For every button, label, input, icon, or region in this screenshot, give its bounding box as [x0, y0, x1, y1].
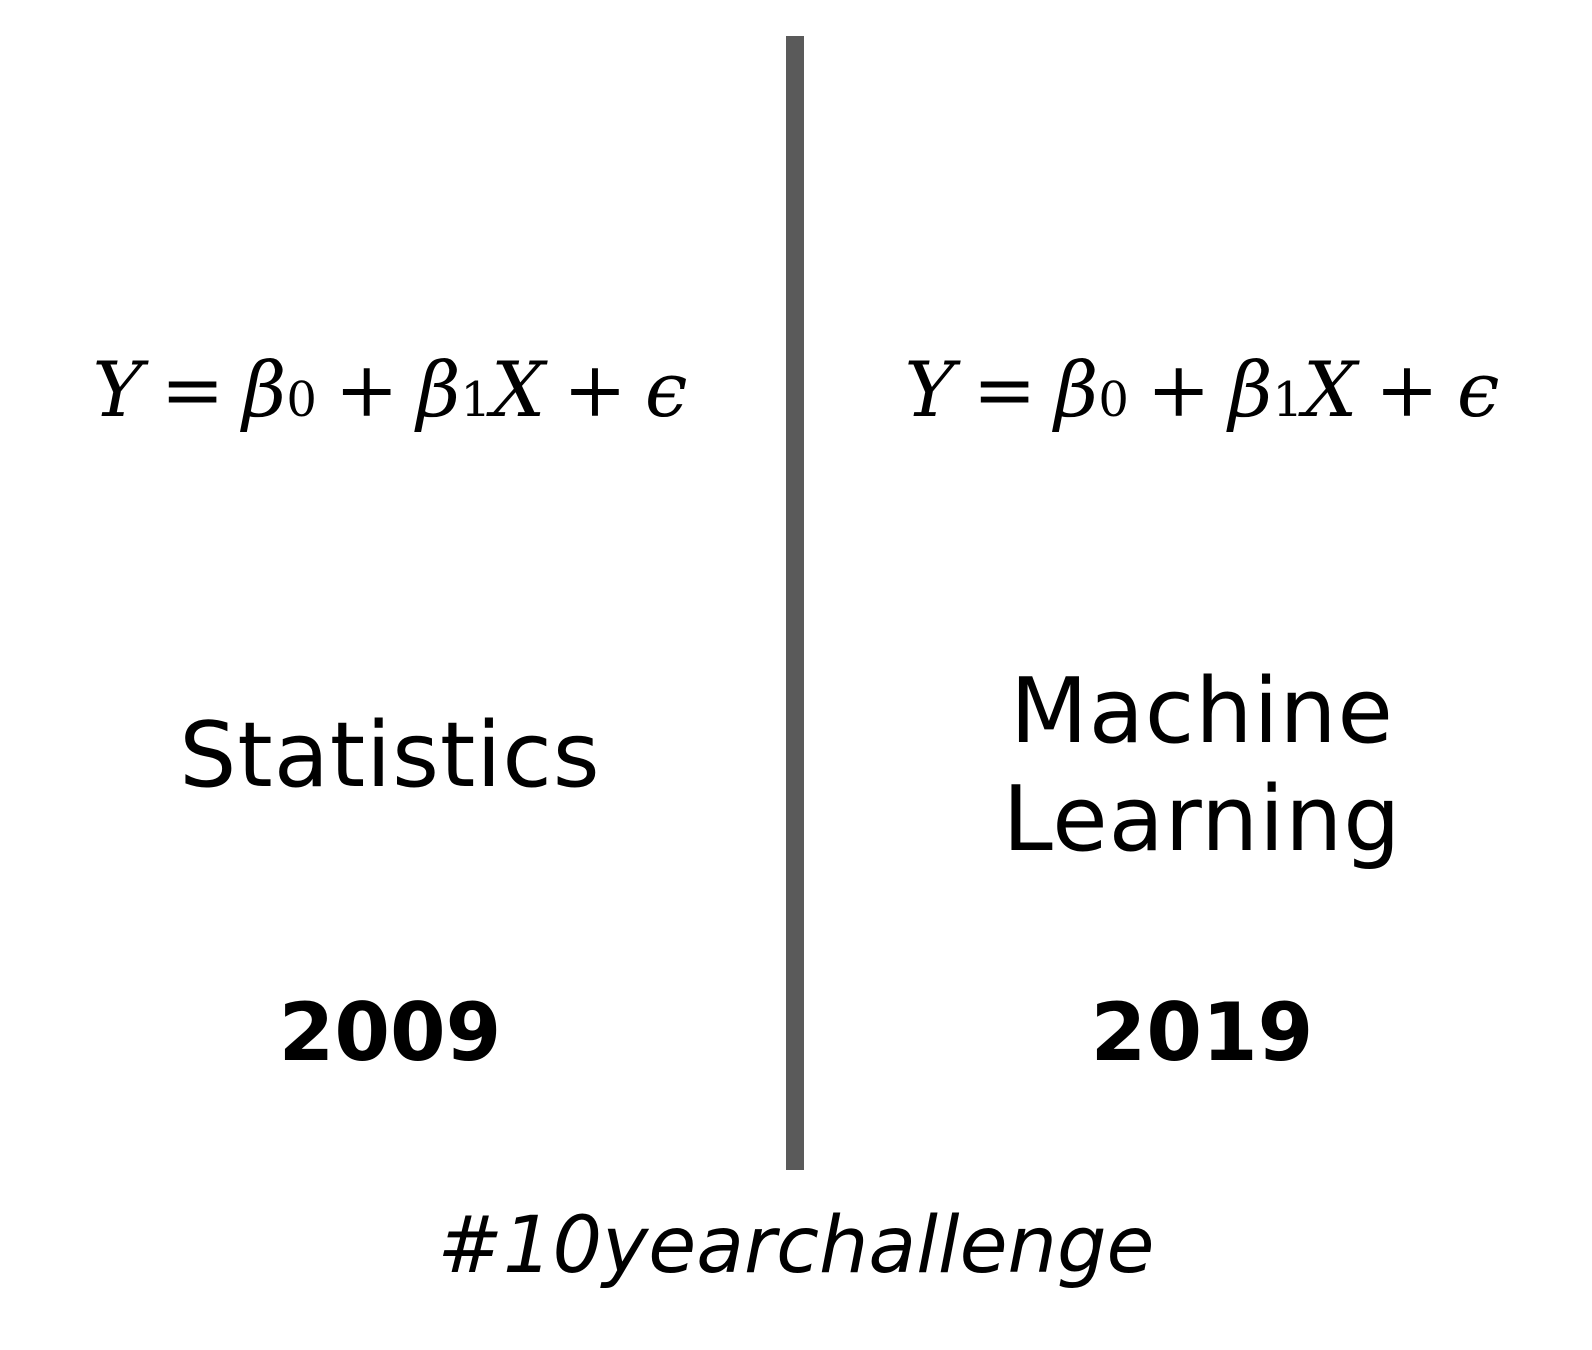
eq-equals: = [160, 345, 225, 434]
year-label-2009: 2009 [278, 986, 502, 1079]
hashtag-caption: #10yearchallenge [437, 1201, 1155, 1291]
eq-beta0: β [1054, 345, 1099, 434]
eq-epsilon: ϵ [644, 345, 688, 434]
field-line-machine: Machine [1010, 659, 1394, 764]
eq-plus-1: + [334, 345, 399, 434]
eq-beta0: β [242, 345, 287, 434]
eq-equals: = [972, 345, 1037, 434]
eq-beta1: β [1228, 345, 1273, 434]
eq-x: X [1303, 345, 1358, 434]
field-line-learning: Learning [1002, 767, 1402, 872]
eq-plus-2: + [563, 345, 627, 434]
eq-plus-2: + [1375, 345, 1439, 434]
year-label-2019: 2019 [1090, 986, 1314, 1079]
eq-epsilon: ϵ [1456, 345, 1500, 434]
field-label-statistics: Statistics [179, 703, 601, 808]
vertical-divider [786, 36, 804, 1170]
field-label-machine-learning: Machine Learning [812, 658, 1592, 874]
eq-y: Y [92, 345, 143, 434]
eq-x: X [491, 345, 546, 434]
eq-plus-1: + [1146, 345, 1211, 434]
eq-y: Y [904, 345, 955, 434]
eq-beta1: β [416, 345, 461, 434]
